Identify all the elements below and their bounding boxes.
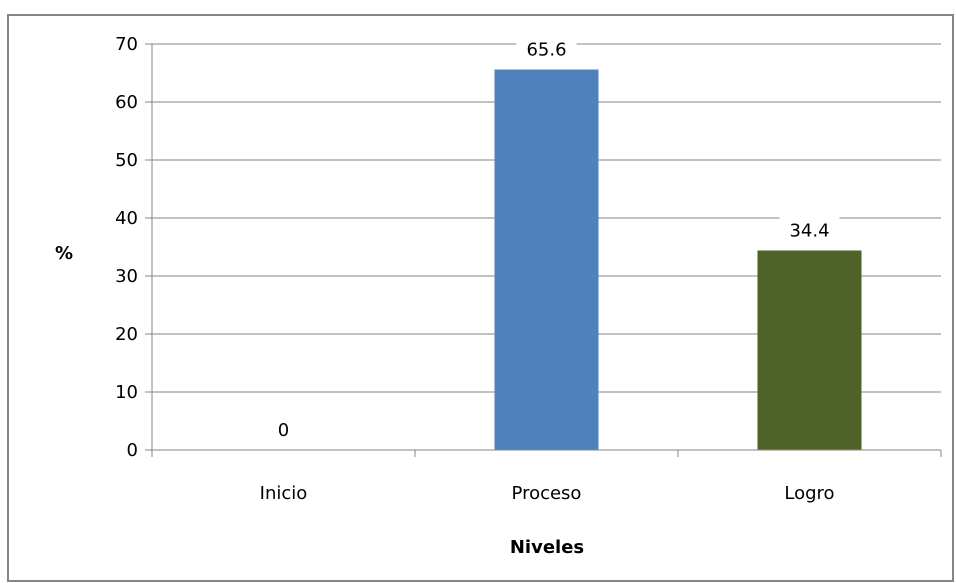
data-label-background — [253, 416, 314, 442]
x-category-label: Proceso — [512, 483, 582, 504]
data-label: 0 — [278, 420, 289, 441]
y-tick-labels: 0 10 20 30 40 50 60 70 — [115, 34, 138, 461]
data-label: 65.6 — [526, 40, 566, 61]
bar-proceso — [494, 69, 599, 451]
data-label-background — [779, 216, 840, 243]
y-tick-label: 40 — [115, 208, 138, 229]
y-tick-label: 20 — [115, 324, 138, 345]
data-labels: 0 65.6 34.4 — [253, 35, 840, 442]
axes — [145, 43, 942, 457]
bar-logro — [757, 250, 862, 450]
data-label: 34.4 — [789, 220, 829, 241]
y-tick-label: 70 — [115, 34, 138, 55]
y-tick-label: 0 — [127, 440, 138, 461]
x-category-label: Inicio — [260, 483, 308, 504]
x-category-label: Logro — [784, 483, 834, 504]
y-tick-label: 50 — [115, 150, 138, 171]
y-tick-label: 30 — [115, 266, 138, 287]
x-axis-title: Niveles — [510, 537, 584, 558]
x-category-labels: Inicio Proceso Logro — [260, 483, 835, 504]
y-tick-label: 10 — [115, 382, 138, 403]
y-axis-title: % — [55, 243, 73, 264]
data-label-background — [516, 35, 577, 62]
bars — [494, 69, 862, 451]
y-tick-label: 60 — [115, 92, 138, 113]
